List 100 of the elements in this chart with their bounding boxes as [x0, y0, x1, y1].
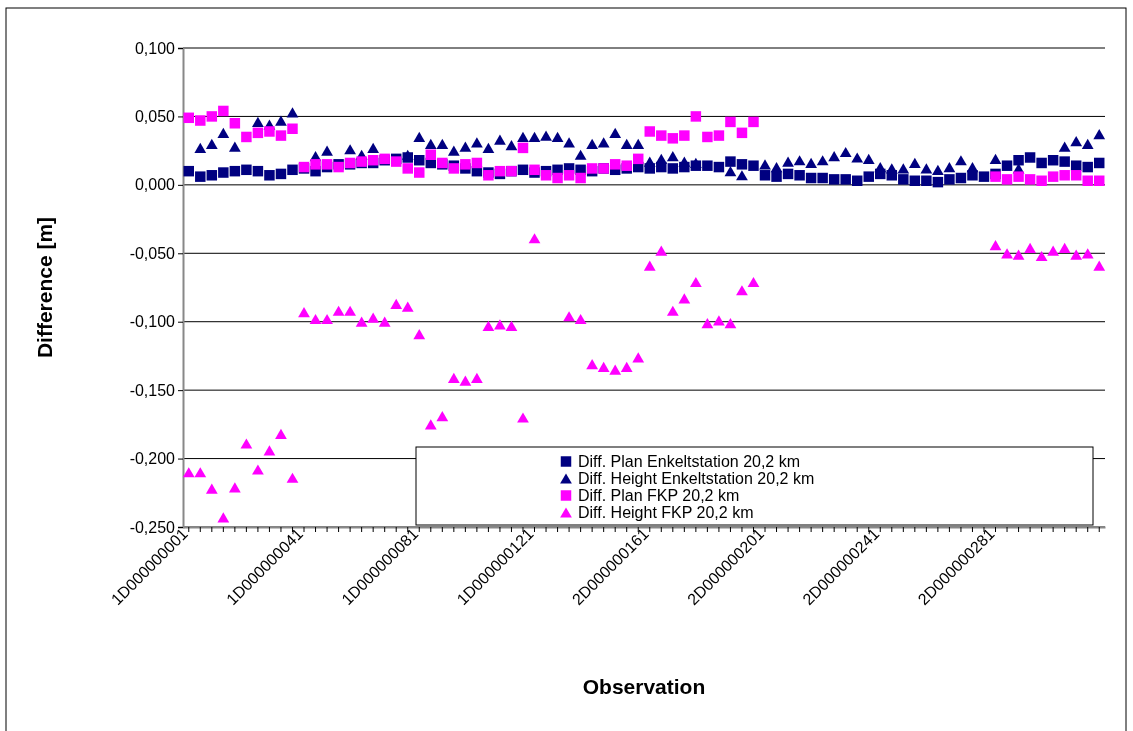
point	[471, 157, 483, 169]
y-axis-title: Difference [m]	[33, 216, 56, 359]
point	[309, 313, 322, 325]
point	[563, 170, 575, 181]
point	[609, 364, 622, 375]
point	[678, 293, 691, 304]
y-tick-label: 0,050	[134, 108, 176, 126]
point	[275, 428, 287, 440]
point	[252, 127, 264, 139]
point	[552, 172, 563, 184]
y-tick-label: -0,200	[129, 450, 176, 468]
point	[690, 111, 702, 122]
point	[597, 361, 610, 372]
point	[505, 320, 518, 331]
point	[182, 467, 195, 478]
point	[206, 111, 218, 122]
point	[1036, 175, 1047, 186]
point	[736, 285, 748, 296]
point	[332, 305, 345, 316]
point	[1047, 171, 1059, 182]
point	[632, 153, 644, 165]
point	[724, 317, 737, 329]
point	[194, 467, 207, 478]
point	[286, 472, 299, 483]
point	[632, 352, 645, 363]
legend-label: Diff. Height FKP 20,2 km	[578, 504, 754, 522]
point	[447, 372, 460, 383]
legend-label: Diff. Plan FKP 20,2 km	[578, 487, 740, 505]
point	[644, 126, 656, 137]
point	[1059, 170, 1070, 181]
y-tick-label: -0,150	[129, 381, 176, 399]
point	[321, 313, 333, 325]
point	[656, 130, 667, 141]
point	[264, 126, 275, 137]
point	[1082, 175, 1093, 186]
point	[413, 328, 426, 340]
point	[424, 419, 437, 430]
point	[1093, 260, 1106, 271]
point	[1013, 171, 1024, 182]
point	[390, 298, 403, 310]
point	[228, 482, 241, 493]
point	[218, 105, 229, 117]
point	[310, 159, 321, 170]
point	[540, 170, 552, 181]
point	[609, 159, 621, 170]
point	[1093, 175, 1105, 186]
y-tick-label: 0,100	[134, 39, 176, 57]
legend-label: Diff. Plan Enkeltstation 20,2 km	[578, 453, 801, 471]
point	[1081, 248, 1094, 259]
point	[575, 172, 586, 184]
point	[1012, 249, 1025, 260]
point	[713, 130, 725, 141]
point	[689, 276, 702, 288]
point	[1024, 174, 1036, 185]
point	[425, 149, 437, 160]
point	[655, 245, 668, 256]
y-tick-label: -0,050	[129, 244, 176, 262]
point	[747, 276, 760, 288]
point	[713, 315, 725, 326]
point	[620, 361, 633, 372]
y-tick-label: -0,100	[129, 313, 176, 331]
point	[574, 313, 587, 325]
point	[1024, 242, 1036, 253]
point	[586, 359, 599, 370]
point	[298, 307, 310, 318]
point	[528, 233, 541, 244]
point	[1001, 174, 1013, 185]
point	[252, 464, 264, 475]
x-axis-title: Observation	[582, 675, 706, 698]
point	[263, 445, 276, 456]
point	[494, 319, 506, 330]
point	[989, 239, 1002, 251]
point	[563, 311, 575, 322]
y-tick-label: 0,000	[134, 176, 176, 194]
point	[643, 260, 656, 271]
point	[195, 115, 206, 126]
point	[355, 316, 368, 327]
point	[1070, 170, 1082, 181]
point	[471, 372, 483, 383]
point	[436, 411, 449, 422]
point	[367, 312, 380, 323]
point	[229, 118, 241, 129]
point	[701, 317, 714, 329]
point	[344, 305, 356, 316]
point	[725, 116, 736, 128]
point	[287, 123, 298, 134]
point	[702, 131, 713, 143]
point	[402, 163, 413, 174]
point	[1001, 248, 1013, 259]
point	[667, 133, 679, 144]
point	[1070, 249, 1083, 260]
point	[401, 301, 414, 312]
point	[517, 142, 529, 154]
point	[459, 375, 472, 386]
point	[666, 305, 679, 316]
point	[378, 316, 391, 327]
point	[217, 512, 230, 523]
point	[1058, 242, 1071, 253]
point	[205, 483, 218, 494]
point	[414, 167, 425, 178]
